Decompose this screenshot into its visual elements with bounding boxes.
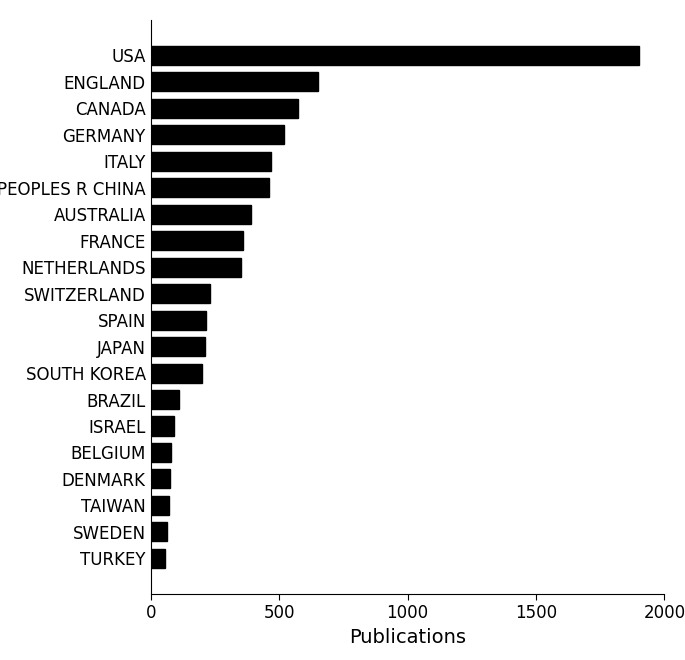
Bar: [151, 443, 171, 462]
Bar: [151, 416, 174, 436]
Bar: [151, 284, 210, 303]
Bar: [151, 46, 638, 65]
Bar: [151, 231, 243, 250]
Bar: [151, 99, 299, 118]
Bar: [151, 178, 269, 197]
Bar: [151, 469, 170, 488]
X-axis label: Publications: Publications: [349, 628, 466, 647]
Bar: [151, 364, 202, 383]
Bar: [151, 205, 251, 224]
Bar: [151, 125, 284, 145]
Bar: [151, 390, 179, 409]
Bar: [151, 73, 318, 92]
Bar: [151, 152, 271, 171]
Bar: [151, 257, 240, 277]
Bar: [151, 496, 169, 515]
Bar: [151, 522, 167, 541]
Bar: [151, 311, 206, 329]
Bar: [151, 337, 205, 356]
Bar: [151, 549, 165, 568]
